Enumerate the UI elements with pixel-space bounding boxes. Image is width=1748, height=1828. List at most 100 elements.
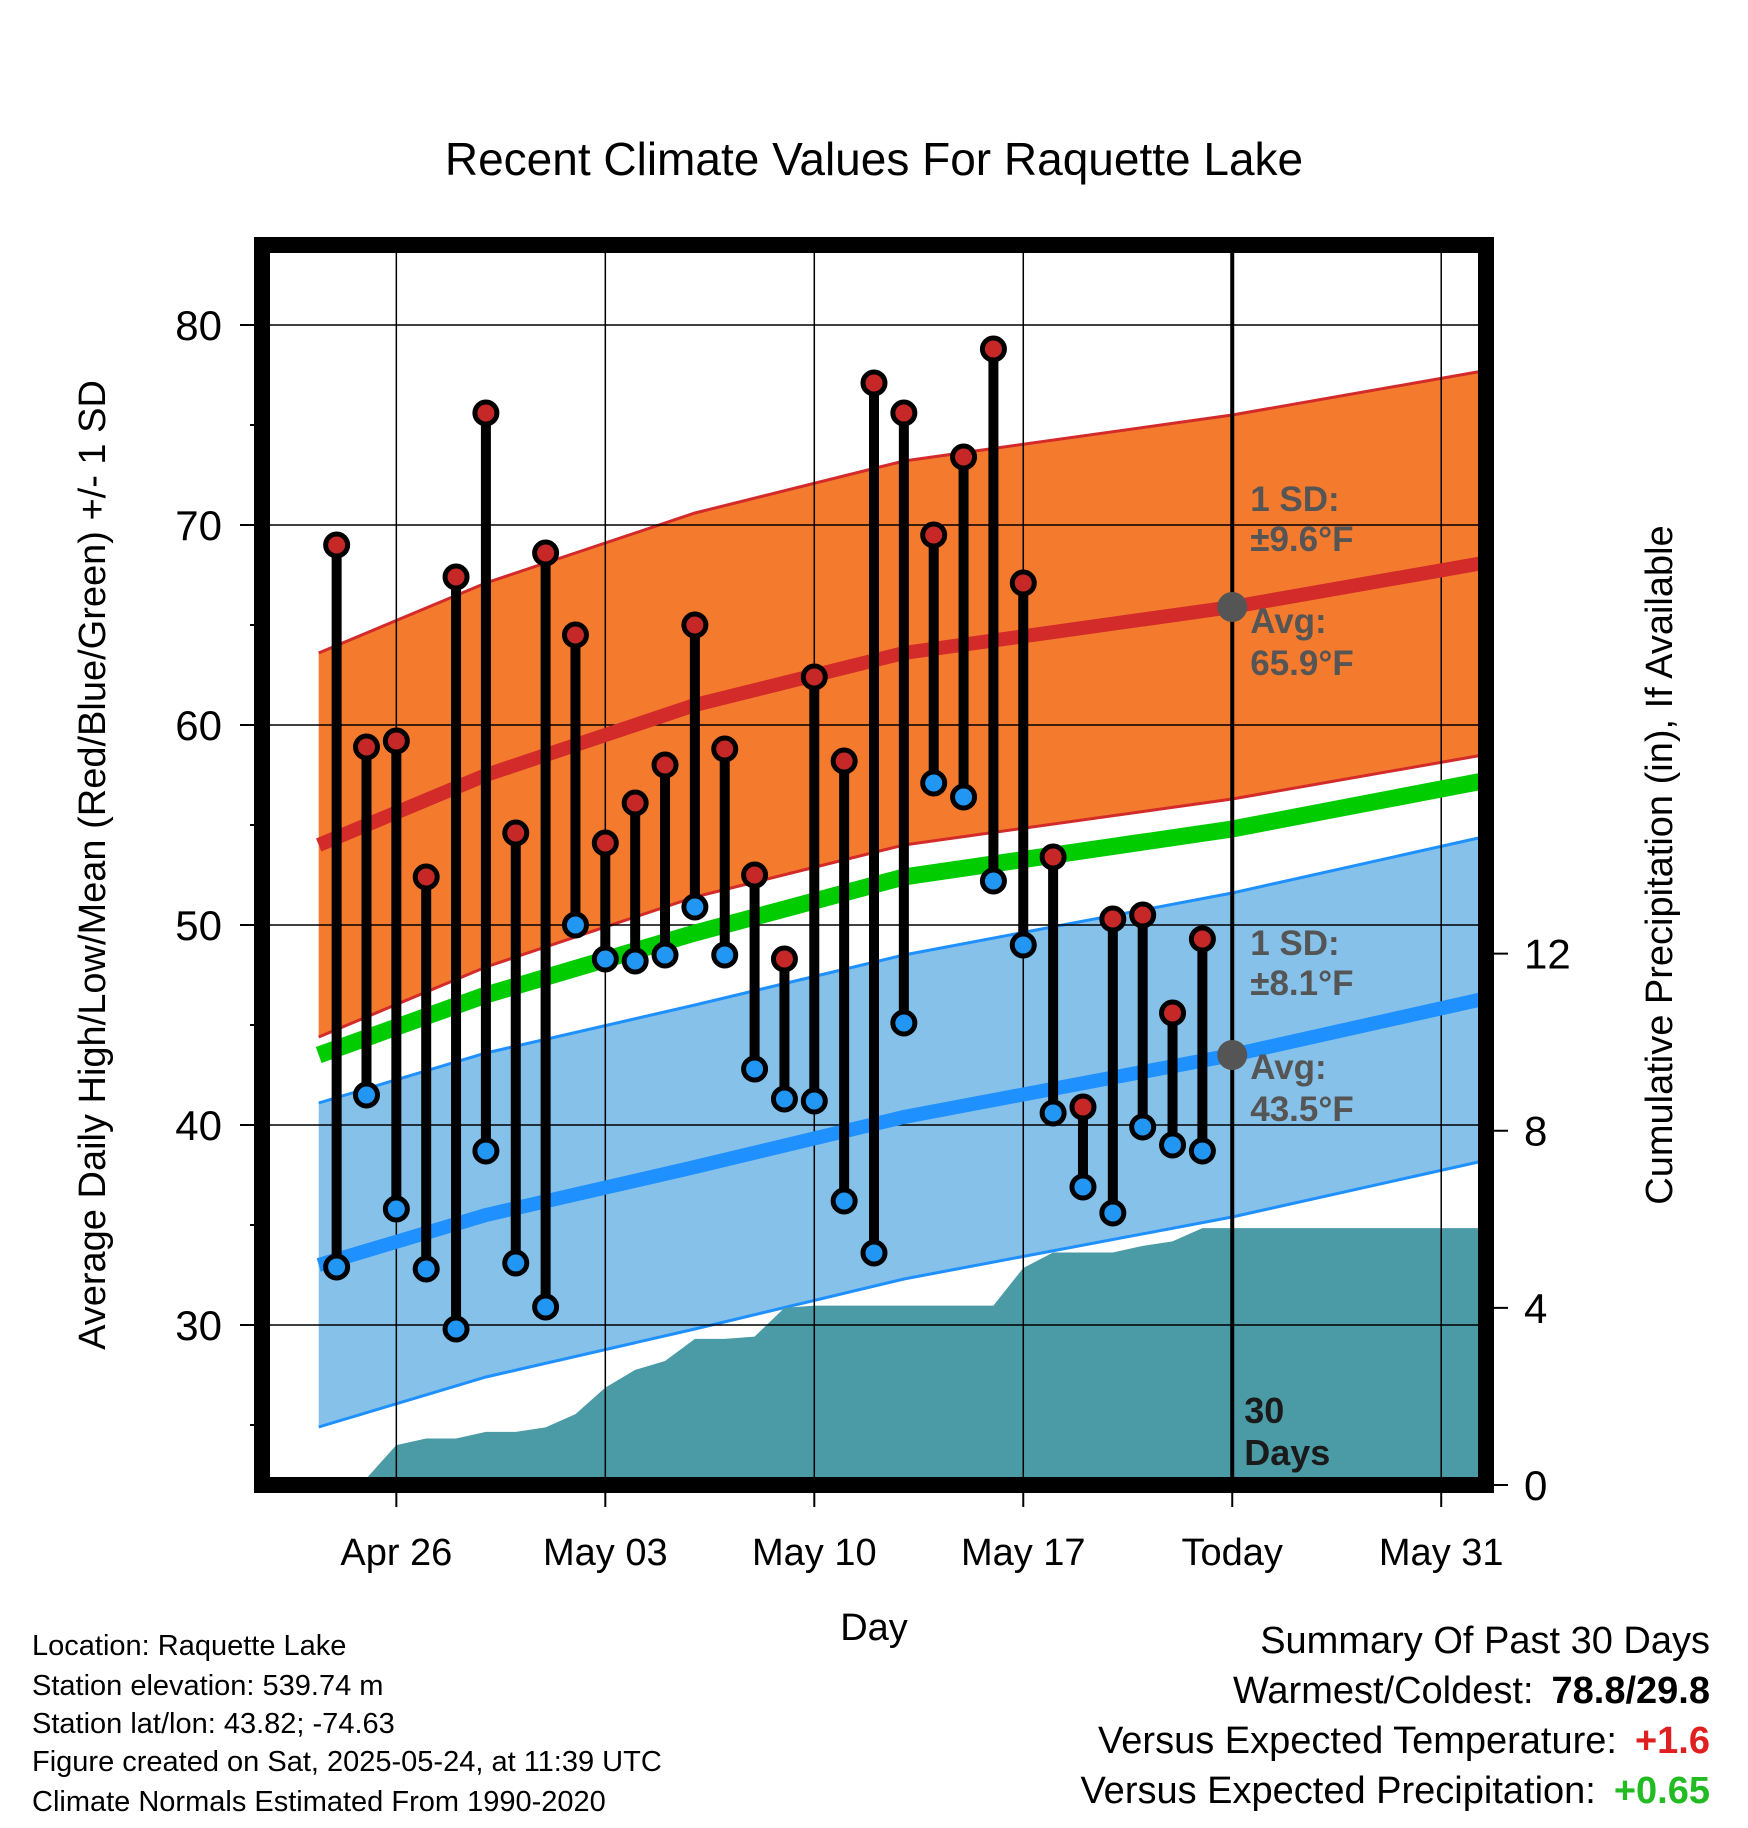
temp-value: +1.6	[1634, 1720, 1710, 1762]
y-tick-label: 80	[175, 302, 222, 349]
daily-high-point	[561, 621, 589, 649]
daily-low-point	[323, 1253, 351, 1281]
daily-high-point	[1159, 999, 1187, 1027]
today-high-avg-marker	[1217, 592, 1248, 622]
daily-low-point	[651, 941, 679, 969]
y2-tick-label: 12	[1524, 931, 1571, 978]
daily-high-point	[890, 399, 918, 427]
daily-high-point	[830, 747, 858, 775]
precip-value: +0.65	[1613, 1770, 1710, 1812]
daily-low-point	[412, 1255, 440, 1283]
daily-low-point	[711, 941, 739, 969]
y-tick-label: 60	[175, 702, 222, 749]
daily-low-point	[621, 947, 649, 975]
precip-label: Versus Expected Precipitation:	[1080, 1770, 1596, 1812]
daily-low-point	[1009, 931, 1037, 959]
daily-high-point	[382, 727, 410, 755]
x-tick-label: May 10	[752, 1532, 877, 1574]
elevation-text: Station elevation: 539.74 m	[32, 1670, 384, 1702]
daily-low-point	[1188, 1137, 1216, 1165]
x-tick-label: May 03	[543, 1532, 668, 1574]
location-text: Location: Raquette Lake	[32, 1630, 347, 1662]
high-sd-value: ±9.6°F	[1250, 520, 1353, 559]
latlon-text: Station lat/lon: 43.82; -74.63	[32, 1708, 395, 1740]
daily-low-point	[890, 1009, 918, 1037]
y-tick-label: 40	[175, 1102, 222, 1149]
x-tick-label: May 31	[1379, 1532, 1504, 1574]
daily-low-point	[979, 867, 1007, 895]
created-text: Figure created on Sat, 2025-05-24, at 11…	[32, 1746, 662, 1778]
daily-low-point	[950, 783, 978, 811]
axes: 30 40 50 60 70 80 0 4 8 12 Apr 26 May 03 May 10 May 1…	[175, 302, 1570, 1574]
daily-low-point	[860, 1239, 888, 1267]
plot-frame	[254, 237, 1494, 1493]
daily-high-point	[1188, 925, 1216, 953]
daily-low-point	[1039, 1099, 1067, 1127]
daily-low-point	[1129, 1113, 1157, 1141]
x-tick-label: Today	[1182, 1532, 1283, 1574]
high-avg-value: 65.9°F	[1250, 644, 1354, 683]
y-tick-label: 70	[175, 502, 222, 549]
daily-low-point	[1099, 1199, 1127, 1227]
y2-tick-label: 4	[1524, 1285, 1547, 1332]
daily-low-point	[681, 893, 709, 921]
daily-low-point	[591, 945, 619, 973]
daily-high-point	[741, 861, 769, 889]
daily-high-point	[770, 945, 798, 973]
days-word-label: Days	[1244, 1432, 1330, 1473]
daily-low-point	[382, 1195, 410, 1223]
daily-low-point	[532, 1293, 560, 1321]
daily-high-point	[621, 789, 649, 817]
y-tick-label: 30	[175, 1302, 222, 1349]
y2-axis-label: Cumulative Precipitation (in), If Availa…	[1639, 525, 1681, 1204]
chart-title: Recent Climate Values For Raquette Lake	[445, 133, 1303, 185]
summary-warmest: Warmest/Coldest: 78.8/29.8	[1233, 1670, 1710, 1713]
daily-low-point	[741, 1055, 769, 1083]
daily-high-point	[651, 751, 679, 779]
normals-text: Climate Normals Estimated From 1990-2020	[32, 1786, 606, 1818]
precip-area	[360, 1228, 1483, 1485]
daily-high-point	[502, 819, 530, 847]
daily-high-point	[412, 863, 440, 891]
warmest-label: Warmest/Coldest:	[1232, 1670, 1534, 1712]
warmest-value: 78.8/29.8	[1551, 1670, 1710, 1712]
y2-tick-label: 8	[1524, 1108, 1547, 1155]
temp-label: Versus Expected Temperature:	[1098, 1720, 1617, 1762]
daily-high-point	[591, 829, 619, 857]
daily-low-point	[442, 1315, 470, 1343]
daily-high-point	[323, 531, 351, 559]
daily-high-point	[979, 335, 1007, 363]
low-avg-label: Avg:	[1250, 1048, 1326, 1087]
daily-high-point	[711, 735, 739, 763]
daily-low-point	[830, 1187, 858, 1215]
daily-low-point	[1159, 1131, 1187, 1159]
daily-low-point	[472, 1137, 500, 1165]
daily-low-point	[1069, 1173, 1097, 1201]
daily-high-point	[532, 539, 560, 567]
daily-high-point	[1039, 843, 1067, 871]
low-sd-value: ±8.1°F	[1250, 964, 1353, 1003]
low-sd-band-fill	[318, 837, 1484, 1427]
days-count-label: 30	[1244, 1390, 1284, 1431]
daily-high-point	[472, 399, 500, 427]
daily-high-point	[681, 611, 709, 639]
daily-low-point	[920, 769, 948, 797]
y2-tick-label: 0	[1524, 1462, 1547, 1509]
daily-high-point	[860, 369, 888, 397]
x-tick-label: Apr 26	[340, 1532, 452, 1574]
daily-low-point	[502, 1249, 530, 1277]
low-sd-label: 1 SD:	[1250, 924, 1339, 963]
daily-high-point	[352, 733, 380, 761]
daily-high-point	[1129, 901, 1157, 929]
daily-high-point	[800, 663, 828, 691]
y-axis-label: Average Daily High/Low/Mean (Red/Blue/Gr…	[72, 380, 114, 1350]
daily-low-point	[561, 911, 589, 939]
daily-high-point	[1009, 569, 1037, 597]
today-low-avg-marker	[1217, 1040, 1248, 1070]
high-avg-label: Avg:	[1250, 602, 1326, 641]
low-avg-value: 43.5°F	[1250, 1090, 1354, 1129]
daily-high-point	[442, 563, 470, 591]
daily-low-point	[352, 1081, 380, 1109]
